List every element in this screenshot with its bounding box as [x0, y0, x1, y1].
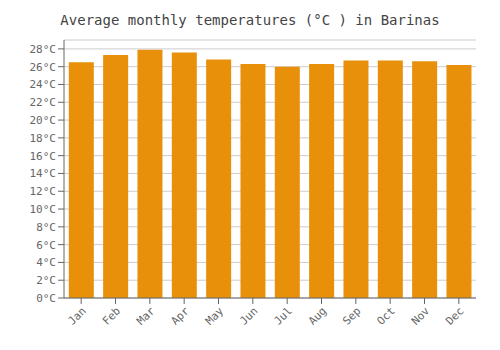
svg-text:18°C: 18°C: [30, 132, 57, 145]
svg-text:Mar: Mar: [134, 304, 158, 328]
svg-text:2°C: 2°C: [36, 274, 56, 287]
svg-text:14°C: 14°C: [30, 167, 57, 180]
svg-text:0°C: 0°C: [36, 292, 56, 305]
svg-text:Jun: Jun: [237, 304, 260, 327]
svg-text:Feb: Feb: [100, 304, 123, 327]
svg-text:Jul: Jul: [272, 304, 295, 327]
svg-text:6°C: 6°C: [36, 239, 56, 252]
svg-text:May: May: [203, 304, 227, 328]
svg-text:28°C: 28°C: [30, 43, 57, 56]
svg-text:8°C: 8°C: [36, 221, 56, 234]
svg-text:22°C: 22°C: [30, 96, 57, 109]
svg-text:Aug: Aug: [306, 304, 329, 327]
svg-text:4°C: 4°C: [36, 256, 56, 269]
svg-text:24°C: 24°C: [30, 78, 57, 91]
svg-text:10°C: 10°C: [30, 203, 57, 216]
svg-text:Dec: Dec: [443, 304, 466, 327]
svg-text:Jan: Jan: [66, 304, 89, 327]
svg-text:Sep: Sep: [340, 304, 363, 327]
svg-text:26°C: 26°C: [30, 61, 57, 74]
svg-text:20°C: 20°C: [30, 114, 57, 127]
svg-text:Nov: Nov: [409, 304, 433, 328]
html-text:Average monthly temperatures (: Average monthly temperatures (°C ) in Ba…: [60, 12, 440, 28]
svg-text:12°C: 12°C: [30, 185, 57, 198]
svg-text:Oct: Oct: [375, 304, 398, 327]
svg-text:16°C: 16°C: [30, 150, 57, 163]
svg-text:Apr: Apr: [169, 304, 193, 328]
